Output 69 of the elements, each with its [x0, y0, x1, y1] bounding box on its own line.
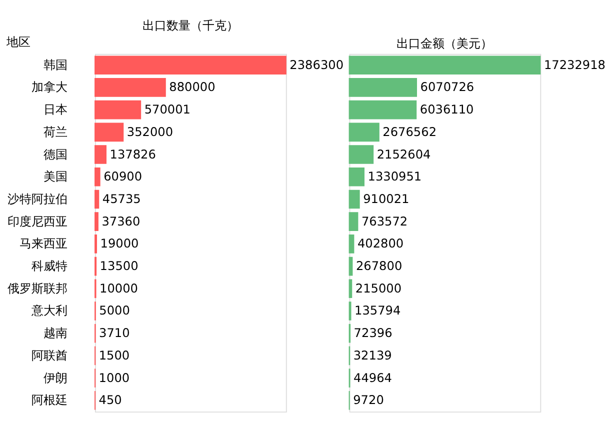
chart-title: 出口数量（千克） [142, 18, 238, 33]
data-label: 19000 [100, 236, 139, 251]
data-label: 17232918 [544, 58, 606, 72]
y-tick-label: 韩国 [44, 58, 68, 72]
bar [94, 122, 124, 142]
data-label: 215000 [355, 281, 402, 296]
bar [94, 100, 142, 120]
bar [348, 100, 417, 120]
data-label: 450 [98, 393, 122, 408]
bar [348, 122, 380, 142]
data-label: 910021 [363, 192, 410, 206]
data-label: 880000 [169, 80, 216, 94]
y-tick-label: 伊朗 [44, 370, 68, 385]
y-tick-label: 马来西亚 [20, 236, 68, 251]
data-label: 402800 [357, 236, 404, 251]
data-label: 10000 [100, 281, 138, 296]
bar [94, 78, 166, 97]
y-tick-label: 越南 [44, 326, 68, 340]
y-tick-label: 德国 [44, 147, 68, 162]
data-label: 352000 [126, 124, 174, 139]
y-tick-label: 沙特阿拉伯 [8, 192, 68, 206]
data-label: 1330951 [368, 170, 422, 184]
data-label: 5000 [99, 304, 130, 318]
data-label: 1000 [98, 370, 130, 385]
data-label: 32139 [353, 348, 392, 362]
bar [94, 212, 98, 231]
bar [94, 56, 286, 75]
bar [348, 279, 352, 298]
bar [348, 234, 354, 254]
bar [94, 190, 100, 209]
data-label: 570001 [144, 102, 191, 117]
y-tick-label: 科威特 [32, 259, 68, 274]
data-label: 1500 [98, 348, 130, 362]
data-label: 2152604 [376, 147, 432, 162]
data-label: 3710 [99, 326, 130, 340]
bar [348, 167, 364, 186]
data-label: 137826 [110, 147, 156, 162]
y-tick-label: 意大利 [30, 304, 68, 318]
data-label: 763572 [361, 214, 408, 228]
bar [348, 190, 360, 209]
data-label: 267800 [356, 259, 402, 274]
data-label: 2386300 [290, 58, 344, 72]
data-label: 135794 [354, 304, 401, 318]
data-label: 44964 [354, 370, 392, 385]
y-tick-label: 俄罗斯联邦 [8, 281, 68, 296]
y-tick-label: 美国 [44, 170, 68, 184]
y-tick-label: 荷兰 [44, 124, 68, 139]
data-label: 60900 [104, 170, 142, 184]
chart-title: 出口金额（美元） [396, 36, 493, 50]
bar [348, 78, 418, 97]
data-label: 13500 [100, 259, 138, 274]
data-label: 2676562 [382, 124, 437, 139]
data-label: 72396 [354, 326, 392, 340]
data-label: 6036110 [420, 102, 474, 117]
data-label: 37360 [102, 214, 140, 228]
bar [94, 167, 100, 186]
data-label: 6070726 [420, 80, 474, 94]
bar [348, 56, 541, 75]
y-tick-label: 加拿大 [32, 80, 68, 94]
bar [348, 212, 358, 231]
data-label: 9720 [353, 393, 384, 408]
data-label: 45735 [102, 192, 141, 206]
bar [348, 145, 374, 164]
y-tick-label: 阿根廷 [32, 393, 68, 408]
y-tick-label: 印度尼西亚 [8, 214, 68, 228]
y-tick-label: 阿联酋 [32, 348, 68, 362]
y-axis-title: 地区 [5, 35, 30, 50]
bar [94, 145, 106, 164]
y-tick-label: 日本 [44, 102, 68, 117]
